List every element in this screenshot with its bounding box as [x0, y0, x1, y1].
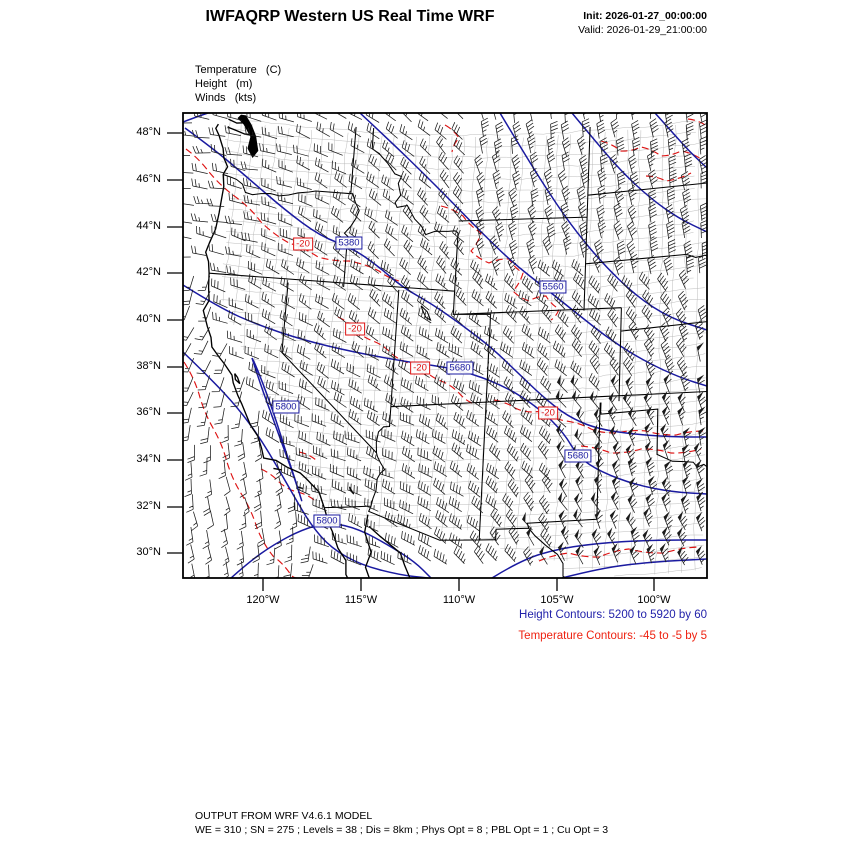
temperature-contour-label: -20	[538, 406, 558, 420]
height-contour-label: 5680	[446, 361, 474, 375]
lat-tick-label: 44°N	[136, 220, 161, 232]
lon-tick-label: 115°W	[344, 594, 378, 606]
lat-tick-label: 42°N	[136, 266, 161, 278]
height-contour-label: 5380	[335, 236, 363, 250]
lat-tick-label: 48°N	[136, 126, 161, 138]
init-timestamp: Init: 2026-01-27_00:00:00	[583, 10, 707, 22]
page-title: IWFAQRP Western US Real Time WRF	[205, 8, 495, 25]
wind-barb-pennants	[522, 342, 706, 556]
height-contour-label: 5800	[313, 514, 341, 528]
lat-tick-label: 36°N	[136, 406, 161, 418]
units-height: Height (m)	[195, 78, 253, 90]
plot-frame	[182, 112, 708, 579]
lon-tick-label: 120°W	[246, 594, 280, 606]
model-config-note: WE = 310 ; SN = 275 ; Levels = 38 ; Dis …	[195, 824, 609, 836]
wind-barbs	[183, 113, 707, 578]
lon-tick-label: 110°W	[442, 594, 476, 606]
puget-sound-inlets	[237, 114, 259, 159]
valid-timestamp: Valid: 2026-01-29_21:00:00	[578, 24, 707, 36]
model-output-note: OUTPUT FROM WRF V4.6.1 MODEL	[195, 810, 373, 822]
state-borders	[209, 126, 707, 578]
units-winds: Winds (kts)	[195, 92, 257, 104]
temperature-contour-label: -20	[345, 322, 365, 336]
height-contour-label: 5800	[272, 400, 300, 414]
lat-tick-label: 46°N	[136, 173, 161, 185]
map-layers	[183, 113, 707, 578]
lat-tick-label: 34°N	[136, 453, 161, 465]
height-contour-label: 5680	[564, 449, 592, 463]
height-contour-label: 5560	[539, 280, 567, 294]
lat-tick-label: 38°N	[136, 360, 161, 372]
temperature-contour-label: -20	[410, 361, 430, 375]
temperature-contour-legend: Temperature Contours: -45 to -5 by 5	[518, 630, 707, 642]
temperature-contours	[183, 118, 707, 578]
lat-tick-label: 32°N	[136, 500, 161, 512]
height-contour-legend: Height Contours: 5200 to 5920 by 60	[519, 609, 707, 621]
units-temperature: Temperature (C)	[195, 64, 282, 76]
lon-tick-label: 105°W	[540, 594, 574, 606]
axis-ticks	[167, 132, 655, 591]
lat-tick-label: 40°N	[136, 313, 161, 325]
temperature-contour-label: -20	[293, 237, 313, 251]
lat-tick-label: 30°N	[136, 546, 161, 558]
coastline	[202, 118, 411, 578]
lon-tick-label: 100°W	[637, 594, 671, 606]
